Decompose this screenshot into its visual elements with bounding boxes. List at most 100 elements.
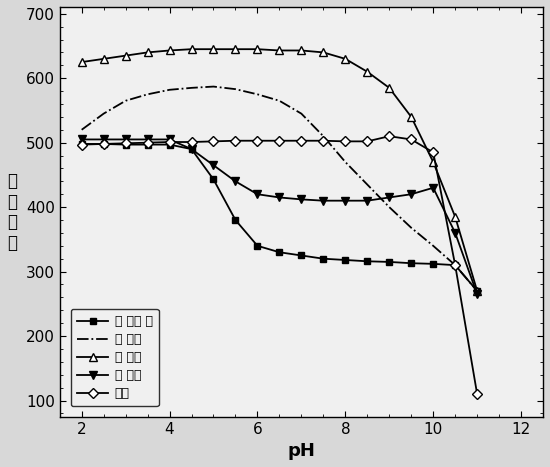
果糖 (188, 139, 195, 145)
果糖 (298, 138, 305, 143)
扁 桃酸 (474, 288, 481, 294)
果糖 (408, 137, 415, 142)
扁 桃酸 (210, 46, 217, 52)
扁 桃酸 (188, 46, 195, 52)
酒 石酸 (298, 111, 305, 116)
扁 桃酸 (232, 46, 239, 52)
酒 石酸 (100, 111, 107, 116)
葡 萄糖 (364, 198, 371, 204)
酒 石酸 (232, 86, 239, 92)
Line: 葡 萄糖: 葡 萄糖 (78, 135, 481, 298)
Y-axis label: 荧
光
强
度: 荧 光 强 度 (7, 172, 17, 252)
果糖 (254, 138, 261, 143)
葡 萄糖 (144, 137, 151, 142)
葡 萄糖 (320, 198, 327, 204)
果糖 (78, 142, 85, 148)
葡 萄糖 (210, 163, 217, 168)
葡 萄糖 (452, 230, 459, 236)
扁 桃酸 (122, 53, 129, 58)
果糖 (430, 149, 437, 155)
果糖 (122, 141, 129, 146)
空 白探 针 (122, 142, 129, 148)
空 白探 针 (166, 142, 173, 148)
酒 石酸 (430, 243, 437, 248)
空 白探 针 (364, 258, 371, 264)
葡 萄糖 (298, 197, 305, 202)
酒 石酸 (408, 225, 415, 231)
果糖 (144, 140, 151, 145)
酒 石酸 (474, 288, 481, 294)
果糖 (276, 138, 283, 143)
Line: 空 白探 针: 空 白探 针 (78, 141, 481, 294)
果糖 (210, 139, 217, 144)
扁 桃酸 (342, 56, 349, 62)
扁 桃酸 (430, 159, 437, 165)
扁 桃酸 (276, 48, 283, 53)
空 白探 针 (188, 146, 195, 152)
扁 桃酸 (452, 214, 459, 219)
扁 桃酸 (320, 50, 327, 55)
酒 石酸 (276, 98, 283, 104)
空 白探 针 (430, 261, 437, 267)
葡 萄糖 (78, 137, 85, 142)
酒 石酸 (122, 98, 129, 104)
空 白探 针 (320, 256, 327, 262)
空 白探 针 (298, 253, 305, 258)
葡 萄糖 (254, 191, 261, 197)
空 白探 针 (100, 141, 107, 147)
果糖 (166, 139, 173, 145)
酒 石酸 (188, 85, 195, 91)
扁 桃酸 (100, 56, 107, 62)
空 白探 针 (232, 217, 239, 223)
酒 石酸 (166, 87, 173, 92)
扁 桃酸 (408, 114, 415, 120)
空 白探 针 (474, 288, 481, 294)
葡 萄糖 (342, 198, 349, 204)
葡 萄糖 (166, 137, 173, 142)
果糖 (452, 262, 459, 268)
酒 石酸 (254, 92, 261, 97)
葡 萄糖 (430, 185, 437, 191)
果糖 (474, 391, 481, 397)
扁 桃酸 (166, 48, 173, 53)
葡 萄糖 (386, 195, 393, 200)
空 白探 针 (144, 142, 151, 148)
果糖 (232, 138, 239, 143)
空 白探 针 (276, 249, 283, 255)
空 白探 针 (78, 141, 85, 147)
酒 石酸 (364, 182, 371, 187)
果糖 (100, 141, 107, 147)
葡 萄糖 (122, 137, 129, 142)
果糖 (386, 134, 393, 139)
扁 桃酸 (298, 48, 305, 53)
葡 萄糖 (408, 191, 415, 197)
空 白探 针 (254, 243, 261, 248)
扁 桃酸 (386, 85, 393, 91)
Line: 果糖: 果糖 (78, 133, 481, 397)
空 白探 针 (386, 259, 393, 265)
葡 萄糖 (232, 178, 239, 184)
空 白探 针 (342, 257, 349, 263)
葡 萄糖 (474, 291, 481, 297)
葡 萄糖 (100, 137, 107, 142)
扁 桃酸 (364, 69, 371, 75)
X-axis label: pH: pH (288, 442, 315, 460)
空 白探 针 (452, 262, 459, 268)
Legend: 空 白探 针, 酒 石酸, 扁 桃酸, 葡 萄糖, 果糖: 空 白探 针, 酒 石酸, 扁 桃酸, 葡 萄糖, 果糖 (71, 309, 159, 406)
空 白探 针 (210, 177, 217, 182)
葡 萄糖 (188, 146, 195, 152)
酒 石酸 (342, 159, 349, 165)
果糖 (364, 139, 371, 144)
酒 石酸 (144, 92, 151, 97)
酒 石酸 (386, 205, 393, 210)
Line: 扁 桃酸: 扁 桃酸 (78, 45, 481, 295)
扁 桃酸 (254, 46, 261, 52)
Line: 酒 石酸: 酒 石酸 (81, 86, 477, 291)
果糖 (320, 138, 327, 143)
扁 桃酸 (78, 59, 85, 65)
酒 石酸 (78, 127, 85, 133)
酒 石酸 (320, 134, 327, 139)
空 白探 针 (408, 261, 415, 266)
葡 萄糖 (276, 195, 283, 200)
酒 石酸 (210, 84, 217, 89)
